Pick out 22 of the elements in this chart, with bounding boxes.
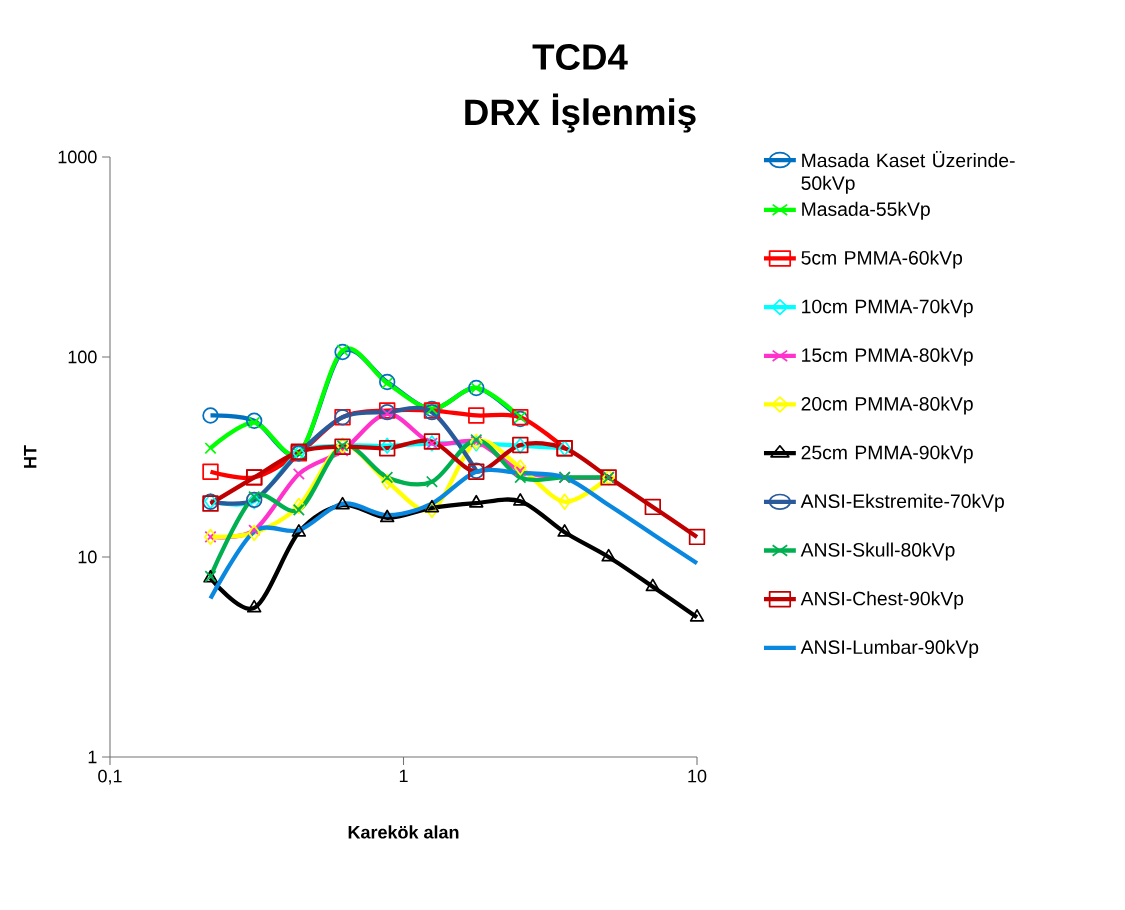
legend-label: 5cm PMMA-60kVp bbox=[801, 250, 963, 269]
legend-label: ANSI-Skull-80kVp bbox=[800, 542, 955, 561]
x-axis-title: Karekök alan bbox=[348, 825, 459, 839]
y-tick-label: 1000 bbox=[58, 150, 97, 164]
legend-label: 15cm PMMA-80kVp bbox=[802, 347, 973, 366]
chart-title: TCD4 bbox=[532, 44, 628, 70]
legend-label: 25cm PMMA-90kVp bbox=[801, 445, 973, 464]
legend-label: Masada-55kVp bbox=[802, 201, 930, 220]
chart-subtitle: DRX İşlenmiş bbox=[465, 93, 696, 133]
x-tick-label: 0,1 bbox=[98, 769, 122, 785]
legend-label: 20cm PMMA-80kVp bbox=[801, 396, 973, 415]
y-tick-label: 1 bbox=[88, 750, 97, 764]
legend-label: 10cm PMMA-70kVp bbox=[802, 299, 973, 318]
x-tick-label: 1 bbox=[399, 769, 408, 783]
y-axis-title: HT bbox=[23, 445, 37, 468]
legend-label: ANSI-Ekstremite-70kVp bbox=[800, 493, 1004, 512]
legend-label: ANSI-Chest-90kVp bbox=[800, 591, 964, 610]
legend-label: Masada Kaset Üzerinde-50kVp bbox=[801, 150, 1015, 194]
legend-label: ANSI-Lumbar-90kVp bbox=[800, 639, 979, 658]
y-tick-label: 10 bbox=[78, 550, 97, 564]
x-tick-label: 10 bbox=[688, 769, 707, 783]
y-tick-label: 100 bbox=[68, 350, 97, 364]
